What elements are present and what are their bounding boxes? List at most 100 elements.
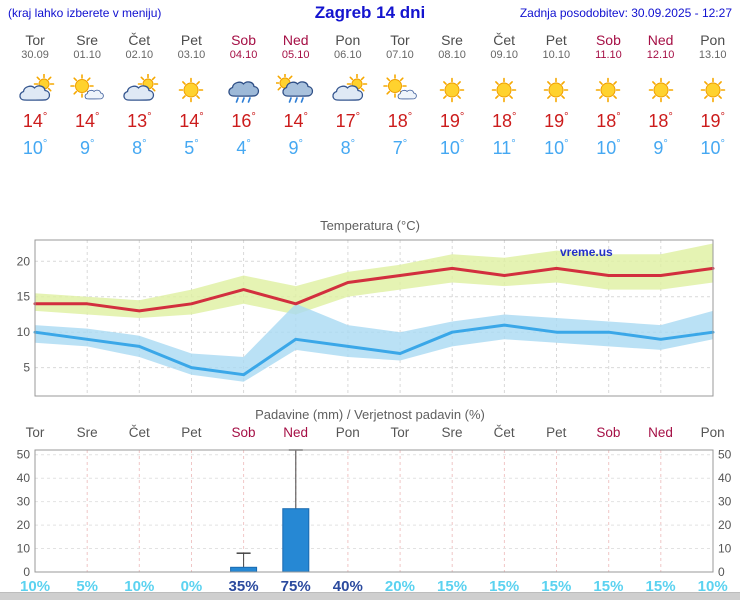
precip-probability: 5% <box>76 578 99 595</box>
svg-text:40: 40 <box>17 471 31 485</box>
day-date: 13.10 <box>698 49 727 61</box>
precip-day-label: Pon <box>700 425 725 440</box>
precip-probability: 15% <box>593 578 624 595</box>
max-temperature: 16° <box>231 111 256 131</box>
svg-text:30: 30 <box>718 495 732 509</box>
precip-day-label: Pet <box>181 425 202 440</box>
svg-text:0: 0 <box>718 565 725 578</box>
sunny-icon <box>478 74 530 108</box>
max-temperature: 18° <box>387 111 413 131</box>
day-name: Pon <box>700 32 726 48</box>
precip-day-label: Pet <box>546 425 567 440</box>
precip-probability: 40% <box>332 578 363 595</box>
day-column: Pet 03.10 14° 5° <box>165 32 217 159</box>
day-date: 12.10 <box>646 49 675 61</box>
day-column: Pon 06.10 17° 8° <box>322 32 374 159</box>
svg-text:10: 10 <box>17 542 31 556</box>
last-update: Zadnja posodobitev: 30.09.2025 - 12:27 <box>519 6 732 20</box>
min-temperature: 8° <box>132 138 147 158</box>
min-temperature: 9° <box>653 138 668 158</box>
precip-day-label: Sob <box>231 425 256 440</box>
precip-probability: 15% <box>541 578 572 595</box>
precip-probability: 15% <box>437 578 468 595</box>
day-column: Pon 13.10 19° 10° <box>687 32 739 159</box>
max-temperature: 14° <box>22 111 48 131</box>
max-temperature: 18° <box>491 111 517 131</box>
day-column: Ned 05.10 14° 9° <box>270 32 322 159</box>
max-temperature: 19° <box>700 111 725 131</box>
min-temperature: 11° <box>492 138 516 158</box>
min-temperature: 10° <box>439 138 465 158</box>
precip-probability: 20% <box>384 578 415 595</box>
precip-probability: 15% <box>645 578 676 595</box>
day-column: Ned 12.10 18° 9° <box>635 32 687 159</box>
min-temperature: 9° <box>79 138 95 158</box>
day-name: Tor <box>390 32 410 48</box>
sun-cloud-icon <box>61 74 113 108</box>
max-temperature: 18° <box>648 111 673 131</box>
min-temperature: 10° <box>596 138 621 158</box>
day-name: Ned <box>282 32 309 48</box>
day-column: Sob 04.10 16° 4° <box>218 32 270 159</box>
max-temperature: 18° <box>596 111 621 131</box>
day-name: Pon <box>335 32 361 48</box>
temperature-chart-title: Temperatura (°C) <box>320 218 420 233</box>
day-column: Tor 30.09 14° 10° <box>9 32 61 159</box>
svg-text:15: 15 <box>17 290 31 304</box>
min-temperature: 10° <box>544 138 569 158</box>
day-column: Sre 01.10 14° 9° <box>61 32 113 159</box>
day-name: Sob <box>595 32 621 48</box>
svg-text:40: 40 <box>718 471 732 485</box>
precip-day-label: Sre <box>76 425 98 440</box>
max-temperature: 14° <box>283 111 308 131</box>
svg-text:30: 30 <box>17 495 31 509</box>
min-temperature: 10° <box>700 138 725 158</box>
day-date: 04.10 <box>229 49 258 61</box>
min-temperature: 10° <box>22 138 48 158</box>
precipitation-chart: 0 0 10 10 20 20 30 30 40 40 50 50 <box>17 448 732 578</box>
min-temperature: 4° <box>236 138 251 158</box>
sunny-icon <box>582 74 634 108</box>
day-name: Pet <box>180 32 202 48</box>
sunny-icon <box>530 74 582 108</box>
precip-day-labels: Tor Sre Čet Pet Sob Ned Pon Tor Sre Čet Pet Sob Ned P… <box>9 425 739 440</box>
day-column: Tor 07.10 18° 7° <box>374 32 426 159</box>
precip-day-label: Pon <box>335 425 360 440</box>
max-temperature: 14° <box>74 111 100 131</box>
day-date: 05.10 <box>281 49 310 61</box>
svg-text:10: 10 <box>718 542 732 556</box>
day-name: Čet <box>128 32 151 48</box>
precipitation-chart-title: Padavine (mm) / Verjetnost padavin (%) <box>255 407 485 422</box>
min-temperature: 9° <box>288 138 303 158</box>
max-temperature: 17° <box>335 111 361 131</box>
precip-probability: 15% <box>489 578 520 595</box>
svg-text:20: 20 <box>17 518 31 532</box>
max-temperature: 14° <box>179 111 204 131</box>
temperature-chart: 5 10 15 20 vreme.us <box>17 239 715 397</box>
sunny-icon <box>426 74 478 108</box>
min-temperature: 5° <box>184 138 199 158</box>
svg-text:20: 20 <box>17 254 31 268</box>
precip-probability-row: 10% 5% 10% 0% 35% 75% 40% 20% 15% 15% 15% 15% 15% 10% <box>9 578 739 595</box>
sunny-icon <box>635 74 687 108</box>
precip-probability: 10% <box>697 578 728 595</box>
sunny-icon <box>165 74 217 108</box>
precip-probability: 0% <box>180 578 203 595</box>
svg-text:0: 0 <box>23 565 30 578</box>
day-column: Čet 02.10 13° 8° <box>113 32 165 159</box>
svg-text:vreme.us: vreme.us <box>560 245 613 259</box>
precip-probability: 35% <box>228 578 259 595</box>
day-date: 06.10 <box>334 49 362 61</box>
day-column: Pet 10.10 19° 10° <box>530 32 582 159</box>
day-column: Sob 11.10 18° 10° <box>582 32 634 159</box>
rain-sun-icon <box>270 74 322 108</box>
day-column: Sre 08.10 19° 10° <box>426 32 478 159</box>
min-temperature: 7° <box>392 138 408 158</box>
sun-cloud-icon <box>374 74 426 108</box>
day-name: Ned <box>647 32 674 48</box>
bottom-scrollbar[interactable] <box>0 592 740 600</box>
precip-probability: 75% <box>280 578 311 595</box>
precip-day-label: Ned <box>648 425 673 440</box>
precip-probability: 10% <box>124 578 155 595</box>
location-hint: (kraj lahko izberete v meniju) <box>8 6 162 20</box>
